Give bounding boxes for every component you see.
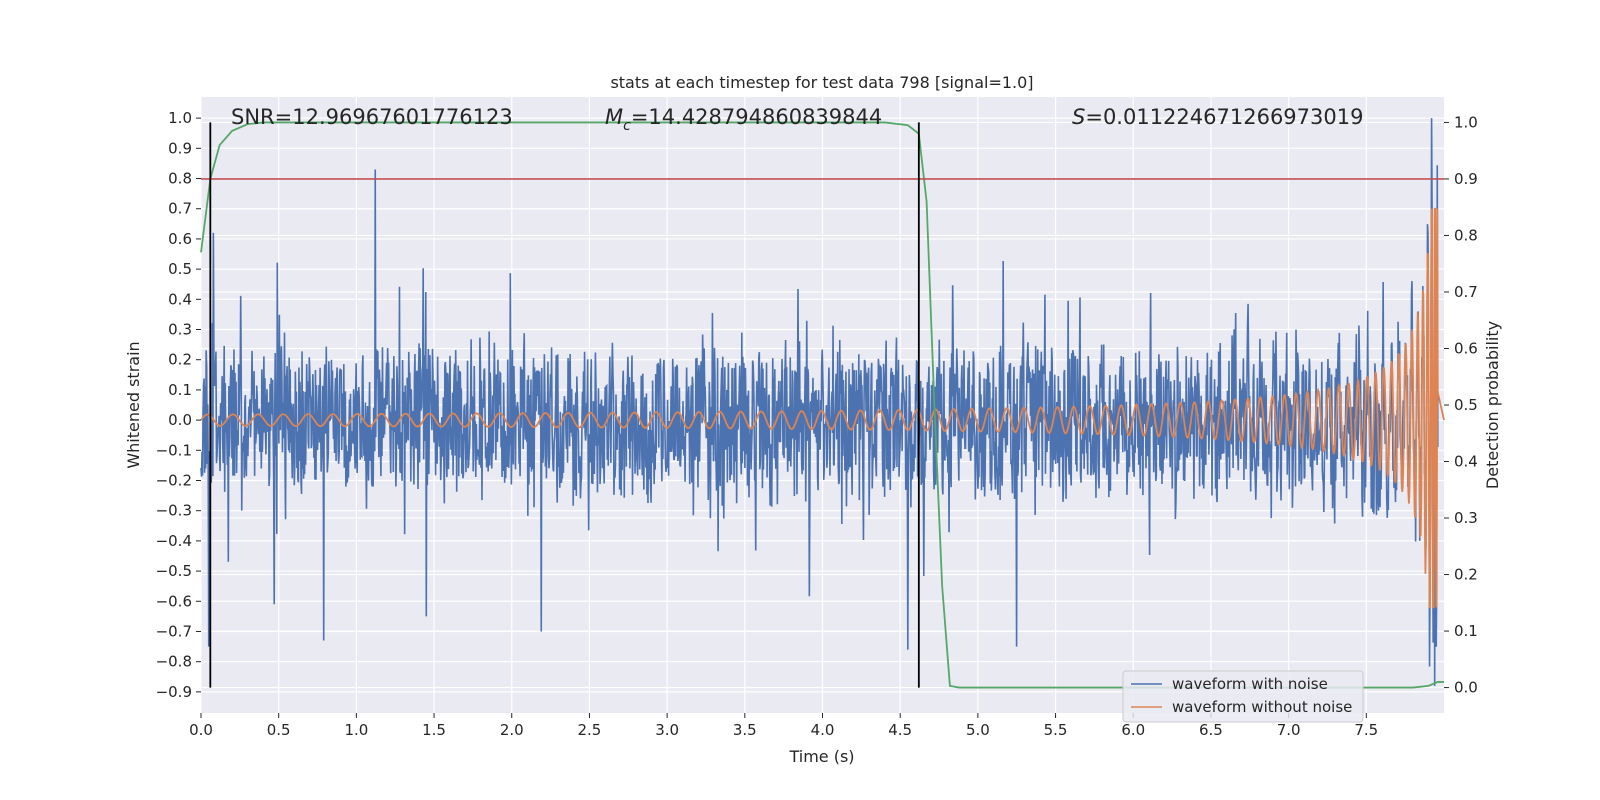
s-value: =0.011224671266973019 xyxy=(1085,105,1363,129)
y-tick-label-5: −0.4 xyxy=(156,532,192,550)
chirp-mass-annotation: Mc=14.428794860839844 xyxy=(605,105,882,134)
legend-label-clean: waveform without noise xyxy=(1172,698,1352,716)
y-tick-label-10: 0.1 xyxy=(168,381,192,399)
y-tick-label-6: −0.3 xyxy=(156,502,192,520)
y-tick-label-11: 0.2 xyxy=(168,351,192,369)
x-tick-label-4: 2.0 xyxy=(500,721,524,739)
y2-tick-label-4: 0.4 xyxy=(1454,453,1478,471)
y2-tick-label-6: 0.6 xyxy=(1454,339,1478,357)
x-axis-ticks: 0.0 0.5 1.0 1.5 2.0 2.5 3.0 3.5 4.0 4.5 5.0 5.5 6.0 6… xyxy=(189,713,1378,739)
x-tick-label-5: 2.5 xyxy=(578,721,602,739)
x-tick-label-14: 7.0 xyxy=(1277,721,1301,739)
x-tick-label-10: 5.0 xyxy=(966,721,990,739)
legend-label-noise: waveform with noise xyxy=(1172,675,1328,693)
x-tick-label-11: 5.5 xyxy=(1044,721,1068,739)
x-tick-label-0: 0.0 xyxy=(189,721,213,739)
snr-annotation: SNR=12.96967601776123 xyxy=(231,105,513,129)
y-tick-label-3: −0.6 xyxy=(156,592,192,610)
y-tick-label-19: 1.0 xyxy=(168,109,192,127)
y2-tick-label-2: 0.2 xyxy=(1454,566,1478,584)
y-tick-label-17: 0.8 xyxy=(168,170,192,188)
x-axis-label: Time (s) xyxy=(788,747,854,766)
y-axis-ticks: −0.9 −0.8 −0.7 −0.6 −0.5 −0.4 −0.3 −0.2 −0.1 0.0 0… xyxy=(156,109,201,701)
y2-tick-label-1: 0.1 xyxy=(1454,622,1478,640)
x-tick-label-2: 1.0 xyxy=(344,721,368,739)
s-symbol: S xyxy=(1072,105,1085,129)
chirp-mass-value: =14.428794860839844 xyxy=(631,105,882,129)
y-tick-label-16: 0.7 xyxy=(168,200,192,218)
x-tick-label-7: 3.5 xyxy=(733,721,757,739)
y2-axis-ticks: 0.0 0.1 0.2 0.3 0.4 0.5 0.6 0.7 0.8 0.9 1.0 xyxy=(1444,113,1478,697)
y2-tick-label-9: 0.9 xyxy=(1454,170,1478,188)
y-tick-label-14: 0.5 xyxy=(168,260,192,278)
chirp-mass-symbol: M xyxy=(605,105,623,129)
y2-tick-label-0: 0.0 xyxy=(1454,679,1478,697)
y-tick-label-7: −0.2 xyxy=(156,471,192,489)
y-tick-label-1: −0.8 xyxy=(156,653,192,671)
y2-tick-label-7: 0.7 xyxy=(1454,283,1478,301)
chart-title: stats at each timestep for test data 798… xyxy=(610,73,1033,92)
x-tick-label-8: 4.0 xyxy=(811,721,835,739)
x-tick-label-3: 1.5 xyxy=(422,721,446,739)
chirp-mass-subscript: c xyxy=(623,118,631,134)
y-tick-label-13: 0.4 xyxy=(168,290,192,308)
y-tick-label-15: 0.6 xyxy=(168,230,192,248)
legend: waveform with noise waveform without noi… xyxy=(1122,670,1364,723)
y-tick-label-2: −0.7 xyxy=(156,622,192,640)
y-tick-label-18: 0.9 xyxy=(168,139,192,157)
y2-tick-label-10: 1.0 xyxy=(1454,113,1478,131)
y-axis-label: Whitened strain xyxy=(124,341,143,468)
x-tick-label-1: 0.5 xyxy=(267,721,291,739)
x-tick-label-9: 4.5 xyxy=(888,721,912,739)
x-tick-label-13: 6.5 xyxy=(1199,721,1223,739)
x-tick-label-12: 6.0 xyxy=(1121,721,1145,739)
s-annotation: S=0.011224671266973019 xyxy=(1072,105,1363,129)
y2-tick-label-5: 0.5 xyxy=(1454,396,1478,414)
y2-axis-label: Detection probability xyxy=(1483,321,1502,489)
y-tick-label-8: −0.1 xyxy=(156,441,192,459)
vertical-markers xyxy=(209,122,920,688)
y-tick-label-4: −0.5 xyxy=(156,562,192,580)
y-tick-label-0: −0.9 xyxy=(156,683,192,701)
x-tick-label-6: 3.0 xyxy=(655,721,679,739)
x-tick-label-15: 7.5 xyxy=(1354,721,1378,739)
y-tick-label-12: 0.3 xyxy=(168,321,192,339)
y2-tick-label-3: 0.3 xyxy=(1454,509,1478,527)
y-tick-label-9: 0.0 xyxy=(168,411,192,429)
y2-tick-label-8: 0.8 xyxy=(1454,226,1478,244)
series-line-waveform-without-noise xyxy=(200,207,1445,609)
legend-box xyxy=(1122,670,1364,723)
series-waveform-without-noise xyxy=(200,207,1445,609)
